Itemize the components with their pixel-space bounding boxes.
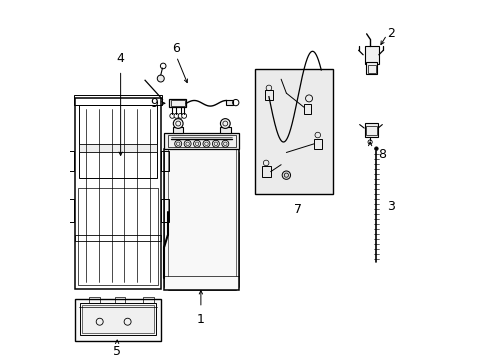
Bar	[367, 65, 375, 73]
Circle shape	[193, 140, 200, 147]
Bar	[79, 144, 157, 152]
Text: 8: 8	[378, 148, 386, 161]
Bar	[143, 297, 153, 302]
Circle shape	[157, 75, 164, 82]
Bar	[164, 149, 239, 290]
Bar	[66, 199, 74, 222]
Bar	[366, 62, 377, 74]
Circle shape	[212, 140, 219, 147]
Bar	[220, 127, 230, 133]
Bar	[161, 199, 168, 222]
Bar	[170, 100, 184, 106]
Bar	[303, 104, 310, 114]
Bar	[78, 188, 158, 285]
Bar	[75, 98, 161, 289]
Bar	[173, 127, 183, 133]
Circle shape	[174, 140, 182, 147]
Circle shape	[282, 171, 290, 179]
Bar	[164, 133, 239, 149]
Circle shape	[220, 119, 230, 129]
Bar	[161, 152, 168, 171]
Text: 5: 5	[113, 346, 121, 359]
Bar	[169, 99, 186, 107]
Circle shape	[182, 113, 186, 118]
Bar	[364, 46, 378, 63]
Bar	[314, 139, 321, 149]
Text: 7: 7	[293, 203, 301, 216]
Circle shape	[173, 119, 183, 129]
Bar	[82, 305, 153, 333]
Bar	[114, 297, 125, 302]
Bar	[262, 166, 270, 177]
Circle shape	[374, 147, 377, 150]
Circle shape	[222, 140, 228, 147]
Bar	[254, 69, 333, 194]
Bar	[366, 126, 376, 135]
Text: 3: 3	[387, 200, 395, 213]
Bar	[73, 95, 162, 105]
Bar	[79, 105, 157, 177]
Bar	[265, 90, 273, 100]
Text: 4: 4	[117, 52, 124, 65]
Bar	[81, 302, 155, 335]
Bar	[66, 152, 74, 171]
Bar	[226, 100, 233, 105]
Bar	[167, 135, 235, 147]
Circle shape	[174, 113, 179, 118]
Bar	[364, 123, 377, 137]
Circle shape	[178, 113, 183, 118]
Bar	[89, 297, 100, 302]
Circle shape	[203, 140, 209, 147]
Text: 2: 2	[387, 27, 395, 40]
Text: 1: 1	[197, 313, 204, 326]
Circle shape	[169, 113, 174, 118]
Bar	[75, 299, 161, 341]
Circle shape	[184, 140, 191, 147]
Text: 6: 6	[172, 42, 180, 55]
Text: 9: 9	[150, 97, 158, 110]
Bar	[75, 235, 161, 241]
